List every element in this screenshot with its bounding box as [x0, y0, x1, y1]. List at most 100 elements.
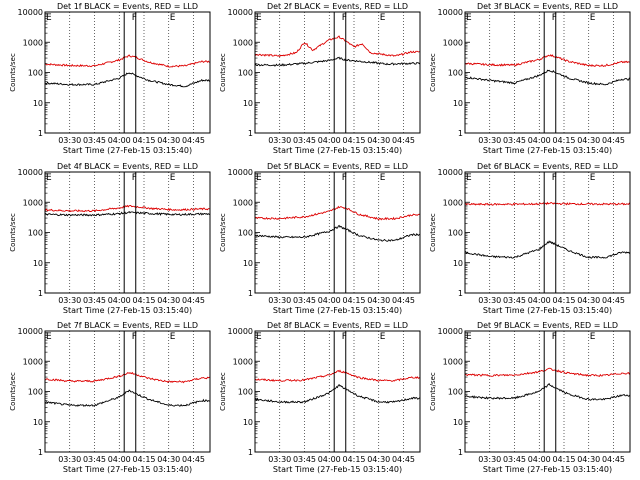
- flag-marker-label: E: [256, 332, 262, 342]
- y-tick-label: 100: [238, 229, 253, 238]
- x-tick-label: 04:00: [528, 455, 551, 464]
- y-tick-label: 10000: [228, 327, 253, 336]
- x-tick-label: 03:30: [58, 455, 81, 464]
- panel-title: Det 5f BLACK = Events, RED = LLD: [267, 162, 408, 171]
- flag-marker-label: F: [342, 13, 347, 23]
- y-tick-label: 1000: [23, 357, 43, 366]
- flag-marker-label: E: [170, 332, 176, 342]
- x-axis-label: Start Time (27-Feb-15 03:15:40): [63, 306, 192, 315]
- series-events-line: [44, 72, 211, 88]
- y-tick-label: 1: [248, 129, 253, 138]
- y-tick-label: 1: [458, 289, 463, 298]
- x-tick-label: 04:30: [577, 296, 600, 305]
- y-tick-label: 1: [458, 448, 463, 457]
- y-tick-label: 100: [448, 388, 463, 397]
- x-tick-label: 03:45: [83, 296, 106, 305]
- x-tick-label: 03:45: [293, 455, 316, 464]
- x-tick-label: 03:45: [293, 136, 316, 145]
- x-axis-label: Start Time (27-Feb-15 03:15:40): [63, 465, 192, 474]
- x-axis-label: Start Time (27-Feb-15 03:15:40): [483, 306, 612, 315]
- x-tick-label: 04:45: [182, 296, 205, 305]
- x-tick-label: 04:15: [342, 136, 365, 145]
- x-tick-label: 04:45: [182, 455, 205, 464]
- y-tick-label: 100: [28, 69, 43, 78]
- series-lld-line: [44, 54, 211, 68]
- y-tick-label: 100: [28, 388, 43, 397]
- y-tick-label: 10: [453, 259, 463, 268]
- x-tick-label: 04:30: [577, 136, 600, 145]
- flag-marker-label: E: [380, 173, 386, 183]
- y-tick-label: 10000: [438, 8, 463, 17]
- x-axis-label: Start Time (27-Feb-15 03:15:40): [483, 465, 612, 474]
- y-axis-label: Counts/sec: [9, 372, 17, 411]
- x-tick-label: 03:45: [83, 136, 106, 145]
- y-tick-label: 100: [238, 388, 253, 397]
- x-tick-label: 04:00: [528, 296, 551, 305]
- x-tick-label: 03:30: [478, 296, 501, 305]
- plot-frame: [254, 330, 421, 453]
- y-tick-label: 100: [448, 69, 463, 78]
- x-tick-label: 04:00: [108, 136, 131, 145]
- x-tick-label: 04:15: [552, 296, 575, 305]
- flag-marker-label: F: [552, 13, 557, 23]
- flag-marker-label: E: [466, 173, 472, 183]
- y-axis-label: Counts/sec: [219, 213, 227, 252]
- flag-marker-label: E: [590, 173, 596, 183]
- x-tick-label: 04:45: [392, 136, 415, 145]
- plot-frame: [44, 330, 211, 453]
- flag-marker-label: F: [552, 332, 557, 342]
- x-tick-label: 03:45: [83, 455, 106, 464]
- flag-marker-label: E: [46, 13, 52, 23]
- x-tick-label: 03:30: [478, 455, 501, 464]
- x-tick-label: 03:30: [58, 296, 81, 305]
- plot-frame: [464, 171, 631, 294]
- x-tick-label: 04:30: [157, 296, 180, 305]
- panel-det-5: Det 5f BLACK = Events, RED = LLD 03:30 03:…: [219, 162, 421, 315]
- flag-marker-label: E: [466, 332, 472, 342]
- series-lld-line: [254, 369, 421, 382]
- x-tick-label: 04:00: [108, 455, 131, 464]
- plot-frame: [44, 171, 211, 294]
- x-tick-label: 03:45: [503, 296, 526, 305]
- series-events-line: [464, 240, 631, 259]
- y-tick-label: 1000: [23, 198, 43, 207]
- y-tick-label: 10000: [438, 327, 463, 336]
- x-tick-label: 03:45: [293, 296, 316, 305]
- series-lld-line: [254, 35, 421, 58]
- y-tick-label: 1000: [443, 198, 463, 207]
- panel-title: Det 9f BLACK = Events, RED = LLD: [477, 321, 618, 330]
- x-tick-label: 04:00: [528, 136, 551, 145]
- x-tick-label: 04:15: [132, 296, 155, 305]
- y-tick-label: 1000: [23, 38, 43, 47]
- x-tick-label: 04:00: [318, 455, 341, 464]
- y-tick-label: 100: [448, 229, 463, 238]
- y-tick-label: 1: [458, 129, 463, 138]
- y-tick-label: 10: [243, 99, 253, 108]
- x-tick-label: 04:30: [157, 136, 180, 145]
- series-events-line: [254, 56, 421, 67]
- y-tick-label: 1: [248, 448, 253, 457]
- y-tick-label: 1: [38, 289, 43, 298]
- y-axis-label: Counts/sec: [9, 213, 17, 252]
- series-lld-line: [44, 371, 211, 384]
- panel-title: Det 1f BLACK = Events, RED = LLD: [57, 2, 198, 11]
- series-events-line: [254, 384, 421, 404]
- x-axis-label: Start Time (27-Feb-15 03:15:40): [273, 465, 402, 474]
- panel-title: Det 6f BLACK = Events, RED = LLD: [477, 162, 618, 171]
- x-tick-label: 04:15: [342, 296, 365, 305]
- series-lld-line: [464, 53, 631, 67]
- y-tick-label: 10000: [228, 8, 253, 17]
- y-tick-label: 10000: [18, 168, 43, 177]
- flag-marker-label: F: [552, 173, 557, 183]
- panel-title: Det 2f BLACK = Events, RED = LLD: [267, 2, 408, 11]
- series-events-line: [464, 69, 631, 86]
- x-tick-label: 04:15: [132, 136, 155, 145]
- x-tick-label: 04:45: [602, 136, 625, 145]
- y-axis-label: Counts/sec: [9, 53, 17, 92]
- series-lld-line: [254, 205, 421, 221]
- series-lld-line: [464, 367, 631, 377]
- x-tick-label: 04:15: [552, 455, 575, 464]
- series-lld-line: [44, 204, 210, 213]
- x-tick-label: 04:30: [577, 455, 600, 464]
